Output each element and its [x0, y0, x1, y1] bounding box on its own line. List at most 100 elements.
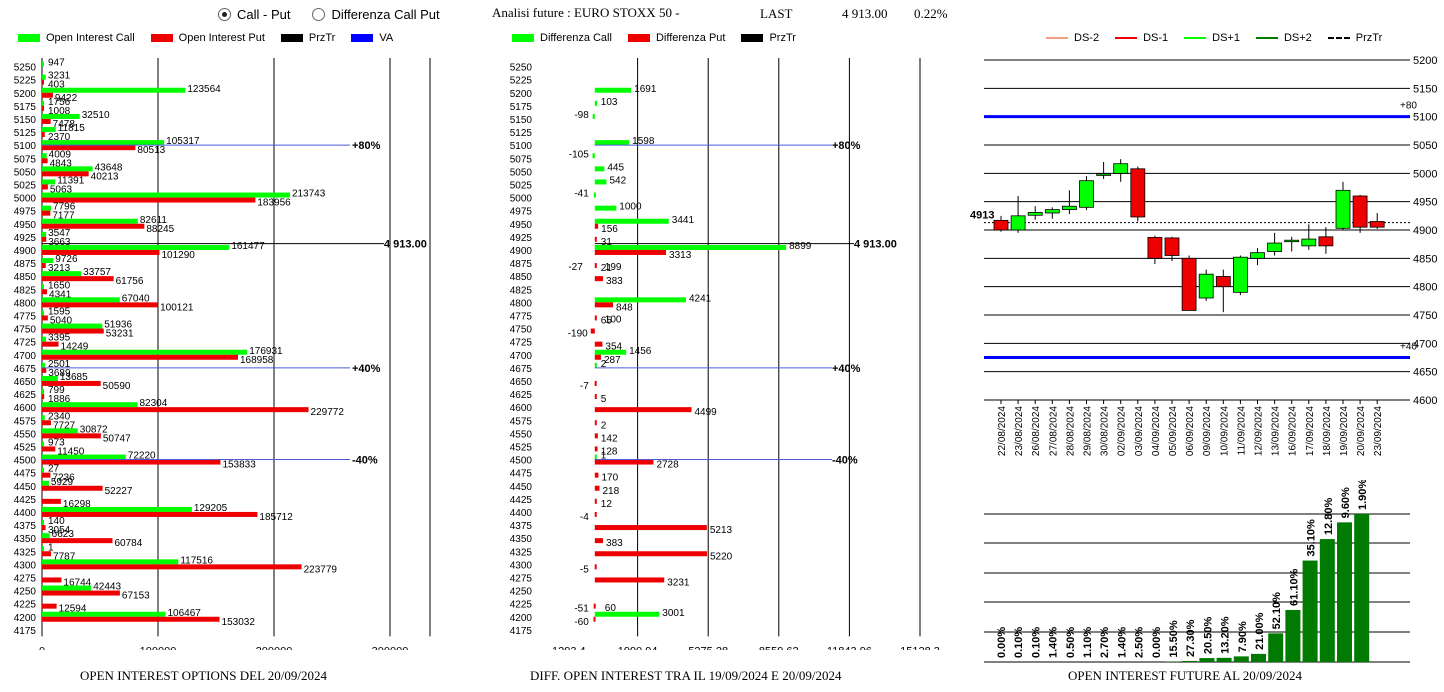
diff-put-bar: [594, 302, 614, 308]
put-value-label: 4843: [50, 158, 73, 169]
call-value-label: 106467: [168, 608, 202, 619]
reference-label: +40%: [352, 363, 381, 375]
call-value-label: 213743: [292, 189, 326, 200]
candle-body: [1352, 195, 1368, 228]
diff-put-label: 2: [601, 420, 607, 431]
diff-put-label: 12: [601, 499, 613, 510]
strike-label: 4700: [14, 351, 37, 362]
put-value-label: 7727: [53, 420, 76, 431]
radio-call-put-label[interactable]: Call - Put: [237, 7, 291, 22]
strike-label: 4800: [510, 298, 533, 309]
oi-future-label: 1.40%: [1116, 627, 1128, 658]
strike-label: 4725: [14, 338, 37, 349]
diff-put-bar: [594, 354, 601, 360]
put-value-label: 7478: [53, 119, 76, 130]
strike-label: 4600: [510, 403, 533, 414]
strike-label: 4650: [14, 377, 37, 388]
call-value-label: 30872: [80, 424, 108, 435]
put-value-label: 100121: [160, 302, 194, 313]
put-value-label: 4341: [49, 289, 72, 300]
strike-label: 4175: [14, 626, 37, 637]
put-value-label: 2370: [48, 132, 71, 143]
put-value-label: 1886: [48, 394, 71, 405]
radio-diff-label[interactable]: Differenza Call Put: [331, 7, 440, 22]
diff-put-label: 156: [601, 224, 618, 235]
oi-options-chart: 0 100000 200000 300000 5250 5225 5200 5175 5150 5…: [14, 58, 431, 650]
reference-label: +80%: [832, 140, 861, 152]
strike-label: 5050: [14, 167, 37, 178]
diff-call-bar: [594, 179, 607, 185]
diff-put-label: 383: [606, 538, 623, 549]
put-value-label: 11450: [57, 446, 85, 457]
oi-future-bar: [1285, 609, 1301, 662]
diff-put-label: 21: [601, 263, 613, 274]
call-bar: [42, 166, 93, 172]
call-bar: [42, 244, 230, 250]
diff-put-bar: [594, 446, 598, 452]
diff-put-label: 287: [604, 355, 621, 366]
call-bar: [42, 506, 192, 512]
strike-label: 5150: [510, 115, 533, 126]
candle-body: [1232, 256, 1248, 293]
diff-put-bar: [594, 525, 707, 531]
strike-label: 4250: [14, 587, 37, 598]
date-label: 04/09/2024: [1151, 406, 1162, 456]
diff-put-bar: [594, 577, 665, 583]
diff-put-bar: [594, 223, 599, 229]
legend-diff-call: Differenza Call: [512, 32, 612, 44]
strike-label: 4725: [510, 338, 533, 349]
date-label: 17/09/2024: [1305, 406, 1316, 456]
diff-put-bar: [594, 236, 597, 242]
diff-put-label: 5220: [710, 551, 733, 562]
date-label: 16/09/2024: [1288, 406, 1299, 456]
radio-call-put[interactable]: [218, 8, 231, 21]
put-bar: [42, 446, 56, 452]
call-bar: [42, 100, 45, 106]
strike-label: 4900: [14, 246, 37, 257]
call-value-label: 9726: [55, 254, 78, 265]
diff-call-bar: [594, 362, 597, 368]
candlestick-chart: 5200 5150 5100 5050 5000 4950 4900 4850 4800 4750…: [970, 55, 1437, 456]
candle-body: [1250, 252, 1265, 259]
radio-diff[interactable]: [312, 8, 326, 21]
diff-call-label: 2: [601, 359, 607, 370]
put-bar: [42, 459, 221, 465]
strike-label: 5100: [14, 141, 37, 152]
date-label: 11/09/2024: [1236, 406, 1247, 456]
call-value-label: 32510: [82, 110, 110, 121]
legend-prztr: PrzTr: [280, 32, 335, 44]
candle-body: [1147, 236, 1163, 259]
oi-future-label: 20.50%: [1202, 617, 1214, 655]
candle-body: [1318, 236, 1334, 247]
call-bar: [42, 415, 45, 421]
call-bar: [42, 546, 44, 552]
last-price-label: 4913: [970, 210, 994, 222]
diff-put-bar: [594, 249, 667, 255]
strike-label: 4350: [14, 534, 37, 545]
strike-label: 4400: [14, 508, 37, 519]
diff-put-label: 3231: [667, 577, 690, 588]
diff-call-label: 8899: [789, 241, 812, 252]
legend-ds-p1: DS+1: [1184, 32, 1240, 44]
call-value-label: 161477: [231, 241, 265, 252]
put-bar: [42, 105, 44, 111]
date-label: 26/08/2024: [1031, 406, 1042, 456]
call-bar: [42, 205, 52, 211]
diff-put-bar: [594, 341, 603, 347]
strike-label: 4775: [510, 311, 533, 322]
call-value-label: 5929: [51, 477, 74, 488]
put-bar: [42, 367, 47, 373]
x-tick-label: 8559.62: [759, 645, 799, 650]
call-value-label: 7796: [53, 202, 76, 213]
put-value-label: 153032: [222, 617, 256, 628]
strike-label: 4275: [510, 573, 533, 584]
strike-label: 5225: [14, 76, 37, 87]
reference-label: -40%: [832, 455, 858, 467]
call-bar: [42, 113, 80, 119]
call-bar: [42, 231, 47, 237]
date-label: 06/09/2024: [1185, 406, 1196, 456]
put-value-label: 53231: [106, 329, 134, 340]
diff-put-label: 218: [602, 486, 619, 497]
diff-call-bar: [594, 87, 632, 93]
diff-call-bar: [594, 244, 787, 250]
